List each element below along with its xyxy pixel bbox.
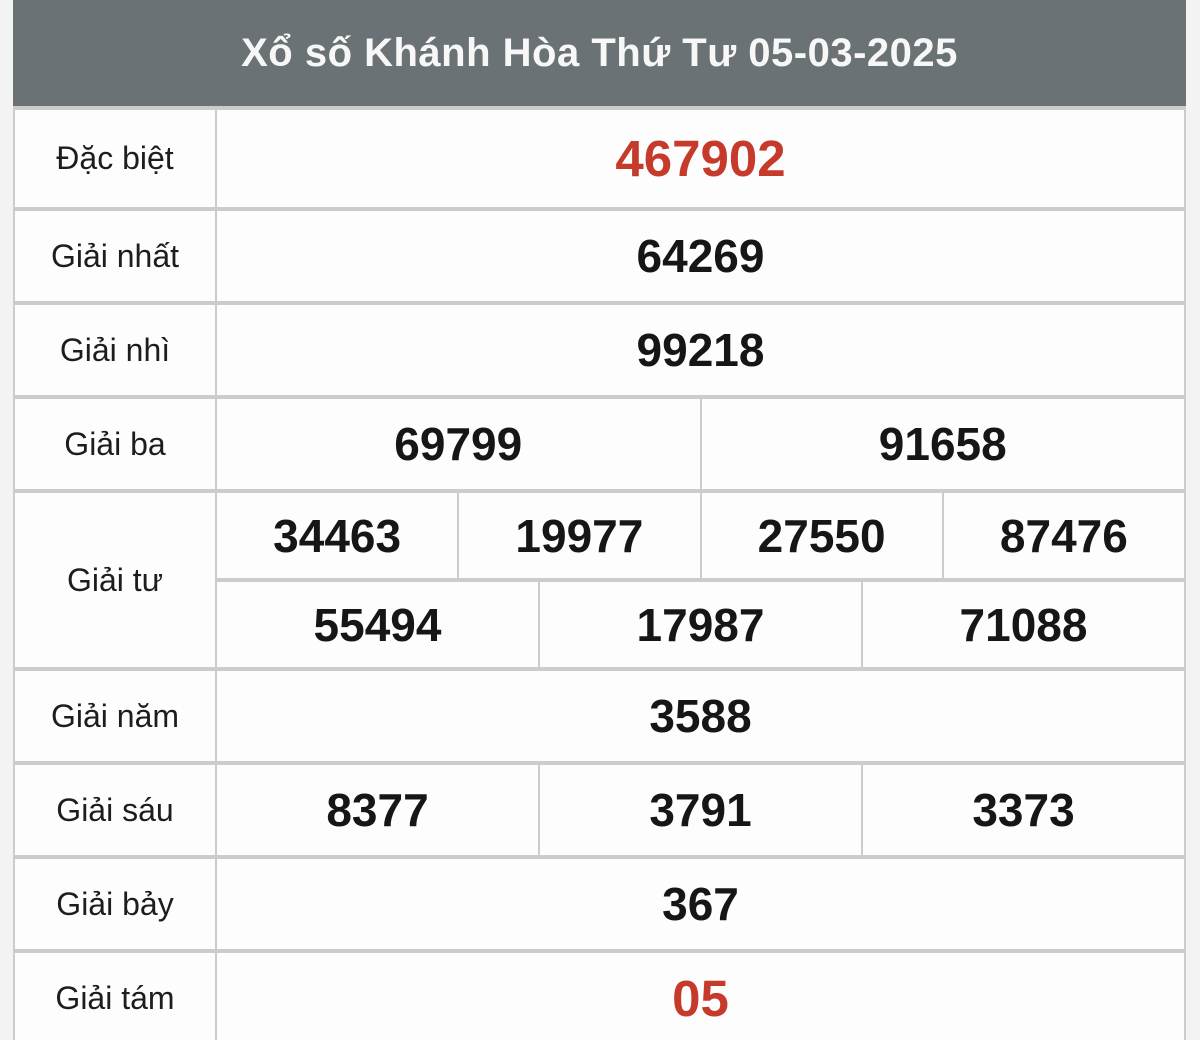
prize-label: Giải sáu (13, 761, 217, 859)
prize-number: 27550 (699, 489, 944, 582)
results-header: Xổ số Khánh Hòa Thứ Tư 05-03-2025 (13, 0, 1186, 106)
row-fourth-prize-line1: Giải tư 34463 19977 27550 87476 (13, 489, 1187, 671)
prize-number: 3373 (861, 761, 1186, 859)
prize-number: 8377 (215, 761, 540, 859)
prize-label: Giải nhì (13, 301, 217, 399)
prize-number: 71088 (861, 578, 1186, 671)
prize-label: Đặc biệt (13, 106, 217, 211)
prize-label: Giải nhất (13, 207, 217, 305)
prize-number: 91658 (699, 395, 1186, 493)
row-special-prize: Đặc biệt 467902 (13, 106, 1186, 211)
prize-number: 367 (215, 855, 1186, 953)
prize-number: 87476 (941, 489, 1187, 582)
row-first-prize: Giải nhất 64269 (13, 207, 1186, 305)
row-third-prize: Giải ba 69799 91658 (13, 395, 1186, 493)
row-eighth-prize: Giải tám 05 (13, 949, 1186, 1040)
page-title: Xổ số Khánh Hòa Thứ Tư 05-03-2025 (241, 30, 958, 75)
prize-number: 69799 (215, 395, 702, 493)
row-sixth-prize: Giải sáu 8377 3791 3373 (13, 761, 1186, 859)
prize-number: 64269 (215, 207, 1186, 305)
row-fourth-prize-line2: 55494 17987 71088 (14, 578, 1186, 671)
row-fifth-prize: Giải năm 3588 (13, 667, 1186, 765)
prize-label: Giải năm (13, 667, 217, 765)
prize-label: Giải tư (13, 489, 217, 671)
row-second-prize: Giải nhì 99218 (13, 301, 1186, 399)
prize-number: 55494 (215, 578, 540, 671)
prize-number: 467902 (215, 106, 1186, 211)
prize-number: 3588 (215, 667, 1186, 765)
row-seventh-prize: Giải bảy 367 (13, 855, 1186, 953)
prize-label: Giải tám (13, 949, 217, 1040)
prize-number: 34463 (214, 489, 460, 582)
prize-number: 17987 (538, 578, 863, 671)
prize-number: 99218 (215, 301, 1186, 399)
results-table: Đặc biệt 467902 Giải nhất 64269 Giải nhì… (13, 106, 1187, 1040)
prize-label: Giải ba (13, 395, 217, 493)
prize-number: 19977 (457, 489, 702, 582)
prize-number: 3791 (538, 761, 863, 859)
prize-label: Giải bảy (13, 855, 217, 953)
prize-number: 05 (215, 949, 1186, 1040)
